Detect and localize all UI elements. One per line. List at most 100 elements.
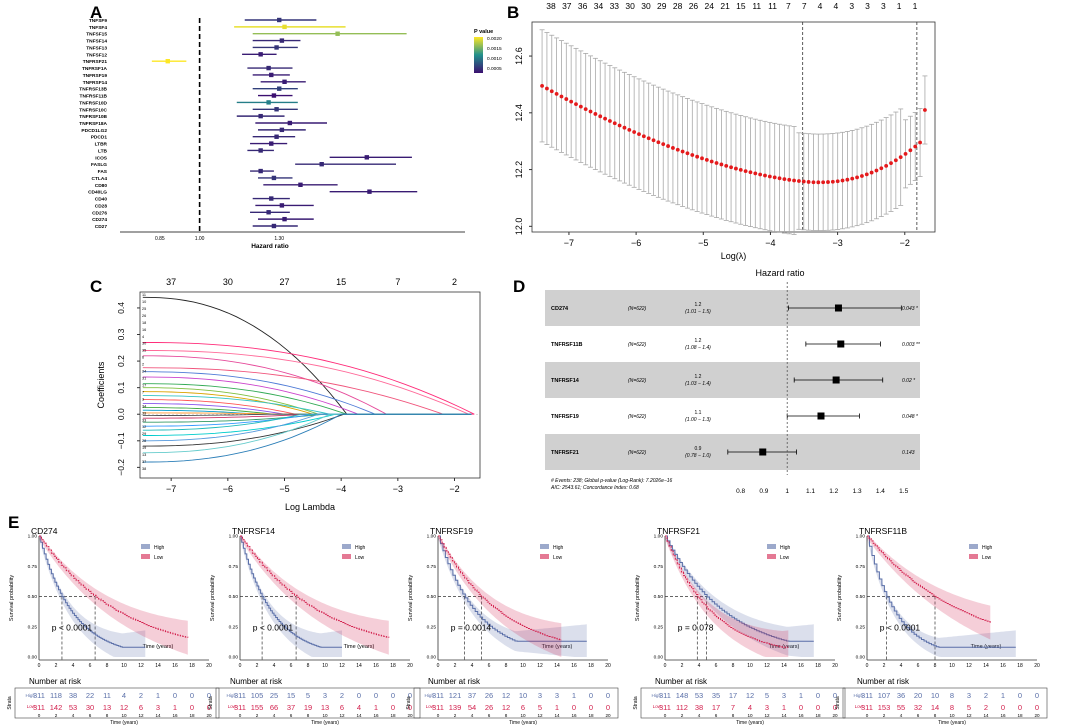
cv-point bbox=[898, 155, 903, 160]
risk-count-low: 6 bbox=[521, 703, 525, 712]
cv-point bbox=[787, 177, 792, 182]
y-tick-label: 1.00 bbox=[229, 534, 239, 540]
risk-count-high: 3 bbox=[538, 691, 542, 700]
risk-count-high: 26 bbox=[485, 691, 493, 700]
y-tick-label: 1.00 bbox=[28, 534, 38, 540]
risk-x-tick: 6 bbox=[715, 713, 718, 718]
risk-x-tick: 14 bbox=[356, 713, 362, 718]
risk-group-low: Low bbox=[27, 704, 36, 709]
risk-count-high: 15 bbox=[287, 691, 295, 700]
risk-x-title: Time (years) bbox=[938, 720, 966, 726]
cv-point bbox=[603, 116, 607, 121]
risk-x-tick: 10 bbox=[949, 713, 955, 718]
y-tick-label: 0.50 bbox=[654, 594, 664, 600]
x-tick-label: 12 bbox=[339, 663, 345, 669]
x-axis-title: Time (years) bbox=[344, 644, 375, 650]
cv-point bbox=[811, 180, 816, 185]
y-tick-label: 0.25 bbox=[28, 624, 38, 630]
x-tick-label: 2 bbox=[681, 663, 684, 669]
risk-count-low: 5 bbox=[967, 703, 971, 712]
legend-tick-label: 0.0010 bbox=[487, 56, 502, 62]
y-tick-label: 0.00 bbox=[229, 655, 239, 661]
y-tick-label: 0.2 bbox=[116, 355, 126, 367]
x-tick-label: 1.3 bbox=[853, 488, 862, 495]
top-count-label: 15 bbox=[336, 277, 346, 287]
cv-point bbox=[637, 132, 641, 137]
risk-x-tick: 16 bbox=[1000, 713, 1006, 718]
cv-point bbox=[695, 154, 700, 159]
risk-count-high: 0 bbox=[1018, 691, 1022, 700]
low-ci-band bbox=[240, 536, 389, 655]
risk-x-tick: 2 bbox=[883, 713, 886, 718]
y-axis-title: Survival probability bbox=[635, 575, 641, 621]
ci-value: (1.03 − 1.4) bbox=[685, 381, 711, 387]
risk-count-high: 5 bbox=[306, 691, 310, 700]
cv-point bbox=[903, 151, 908, 156]
risk-count-low: 8 bbox=[950, 703, 954, 712]
hr-point bbox=[258, 52, 263, 57]
hr-point bbox=[266, 100, 271, 105]
cv-point bbox=[767, 174, 772, 179]
y-tick-label: 0.25 bbox=[654, 624, 664, 630]
cv-point bbox=[709, 159, 714, 164]
cv-point bbox=[632, 130, 637, 134]
p-value: 0.143 bbox=[902, 450, 915, 456]
x-tick-label: 18 bbox=[189, 663, 195, 669]
legend-swatch-high bbox=[969, 544, 978, 549]
y-axis-title: Survival probability bbox=[408, 575, 414, 621]
y-tick-label: 0.00 bbox=[856, 655, 866, 661]
risk-count-high: 0 bbox=[816, 691, 820, 700]
coefficient-path bbox=[142, 367, 472, 415]
x-tick-label: 12 bbox=[537, 663, 543, 669]
hr-point bbox=[271, 223, 277, 229]
x-tick-label: −5 bbox=[279, 484, 289, 494]
y-tick-label: 1.00 bbox=[856, 534, 866, 540]
gene-label: TNFRSF21 bbox=[83, 59, 108, 65]
panel-label-d: D bbox=[513, 277, 525, 296]
x-tick-label: 16 bbox=[373, 663, 379, 669]
top-count-label: 2 bbox=[452, 277, 457, 287]
x-tick-label: −3 bbox=[832, 238, 842, 248]
x-tick-label: 1.4 bbox=[876, 488, 885, 495]
risk-count-low: 139 bbox=[449, 703, 462, 712]
cv-point bbox=[671, 146, 675, 150]
y-axis-title: Survival probability bbox=[9, 575, 15, 621]
hr-point bbox=[832, 376, 840, 384]
risk-x-tick: 8 bbox=[732, 713, 735, 718]
cv-point bbox=[801, 179, 806, 184]
cv-point bbox=[578, 104, 583, 109]
panel-label-c: C bbox=[90, 277, 102, 296]
risk-count-low: 13 bbox=[103, 703, 111, 712]
risk-count-low: 1 bbox=[374, 703, 378, 712]
footnote-events: # Events: 238; Global p-value (Log-Rank)… bbox=[551, 478, 673, 484]
cv-point bbox=[816, 180, 821, 185]
cv-point bbox=[724, 163, 729, 168]
cv-point bbox=[559, 94, 564, 99]
y-tick-label: 0.75 bbox=[229, 564, 239, 570]
cv-point bbox=[612, 121, 617, 126]
risk-count-high: 11 bbox=[103, 691, 111, 700]
strata-label: Strata bbox=[633, 696, 639, 710]
top-count-label: 4 bbox=[834, 1, 839, 11]
x-tick-label: 8 bbox=[307, 663, 310, 669]
cv-point bbox=[588, 109, 593, 114]
risk-count-low: 0 bbox=[391, 703, 395, 712]
risk-count-high: 2 bbox=[139, 691, 143, 700]
y-tick-label: 0.50 bbox=[427, 594, 437, 600]
risk-count-high: 107 bbox=[878, 691, 891, 700]
cv-point bbox=[656, 140, 661, 145]
risk-table-frame bbox=[215, 687, 421, 719]
path-index-label: 28 bbox=[142, 439, 146, 443]
legend-swatch-low bbox=[540, 554, 549, 559]
cv-point bbox=[923, 108, 927, 112]
gene-label: TNFSF12 bbox=[86, 52, 107, 58]
risk-x-title: Time (years) bbox=[311, 720, 339, 726]
x-tick-label: 16 bbox=[798, 663, 804, 669]
risk-count-high: 311 bbox=[861, 691, 873, 700]
gene-label: TNFRSF14 bbox=[83, 80, 108, 86]
high-ci-band bbox=[665, 536, 814, 657]
x-tick-label: 6 bbox=[488, 663, 491, 669]
risk-x-tick: 6 bbox=[917, 713, 920, 718]
